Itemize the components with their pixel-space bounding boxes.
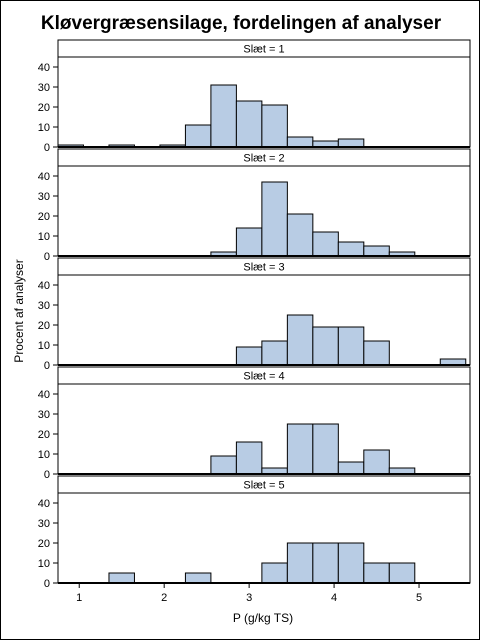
histogram-bar [363,245,390,257]
y-tick-label: 0 [44,360,50,372]
histogram-bar [363,562,390,584]
histogram-bar [337,326,365,366]
histogram-bar [337,138,365,148]
y-tick-label: 20 [38,538,50,550]
histogram-bar [261,562,288,584]
y-tick-label: 40 [38,389,50,401]
x-tick-label: 3 [246,592,252,604]
y-tick-label: 20 [38,102,50,114]
y-tick-label: 0 [44,469,50,481]
panel-1: Slæt = 1 0 10 20 30 40 [38,39,471,154]
y-tick-label: 30 [38,191,50,203]
histogram-bar [312,231,339,257]
chart-title: Kløvergræsensilage, fordelingen af analy… [41,13,442,34]
panel-3: Slæt = 3 0 10 20 30 40 [38,257,471,372]
histogram-bar [337,241,365,257]
histogram-bar [286,136,314,148]
histogram-bar [286,542,314,584]
y-axis-label: Procent af analyser [12,259,26,362]
y-tick-label: 20 [38,211,50,223]
histogram-bar [261,181,288,257]
y-tick-label: 30 [38,300,50,312]
y-tick-label: 40 [38,62,50,74]
y-tick-label: 30 [38,518,50,530]
histogram-bar [261,340,288,366]
histogram-bar [235,227,263,257]
histogram-bar [337,542,365,584]
panel-5: Slæt = 5 0 10 20 30 40 [38,475,471,590]
x-tick-label: 4 [331,592,337,604]
histogram-bar [286,213,314,257]
y-tick-label: 10 [38,558,50,570]
histogram-bar [388,562,416,584]
x-axis: 1 2 3 4 5 [76,583,422,604]
panel-2: Slæt = 2 0 10 20 30 40 [38,148,471,263]
panel-strip-label: Slæt = 5 [243,480,284,492]
y-tick-label: 30 [38,409,50,421]
histogram-bar [312,326,339,366]
y-tick-label: 0 [44,142,50,154]
y-tick-label: 40 [38,171,50,183]
y-tick-label: 0 [44,251,50,263]
histogram-bar [184,572,212,584]
x-tick-label: 5 [416,592,422,604]
histogram-bar [337,461,365,475]
histogram-bar [312,542,339,584]
histogram-bar [210,84,237,148]
panel-strip-label: Slæt = 3 [243,262,284,274]
histogram-bar [261,104,288,148]
y-tick-label: 30 [38,82,50,94]
y-tick-label: 10 [38,231,50,243]
y-tick-label: 10 [38,340,50,352]
panel-4: Slæt = 4 0 10 20 30 40 [38,366,471,481]
x-tick-label: 1 [76,592,82,604]
histogram-bar [235,441,263,475]
y-tick-label: 10 [38,122,50,134]
histogram-bar [210,455,237,475]
panel-strip-label: Slæt = 1 [243,44,284,56]
histogram-bar [108,572,135,584]
y-tick-label: 20 [38,429,50,441]
histogram-bar [235,100,263,148]
histogram-bar [363,340,390,366]
panel-frame [57,383,471,475]
histogram-bar [363,449,390,475]
histogram-bar [235,346,263,366]
y-tick-label: 40 [38,280,50,292]
histogram-bar [312,423,339,475]
histogram-bar [184,124,212,148]
y-tick-label: 0 [44,578,50,590]
histogram-bar [286,423,314,475]
y-tick-label: 20 [38,320,50,332]
histogram-bar [286,314,314,366]
panel-strip-label: Slæt = 2 [243,153,284,165]
y-tick-label: 40 [38,498,50,510]
y-tick-label: 10 [38,449,50,461]
panel-strip-label: Slæt = 4 [243,371,284,383]
x-tick-label: 2 [161,592,167,604]
x-axis-label: P (g/kg TS) [233,611,293,625]
